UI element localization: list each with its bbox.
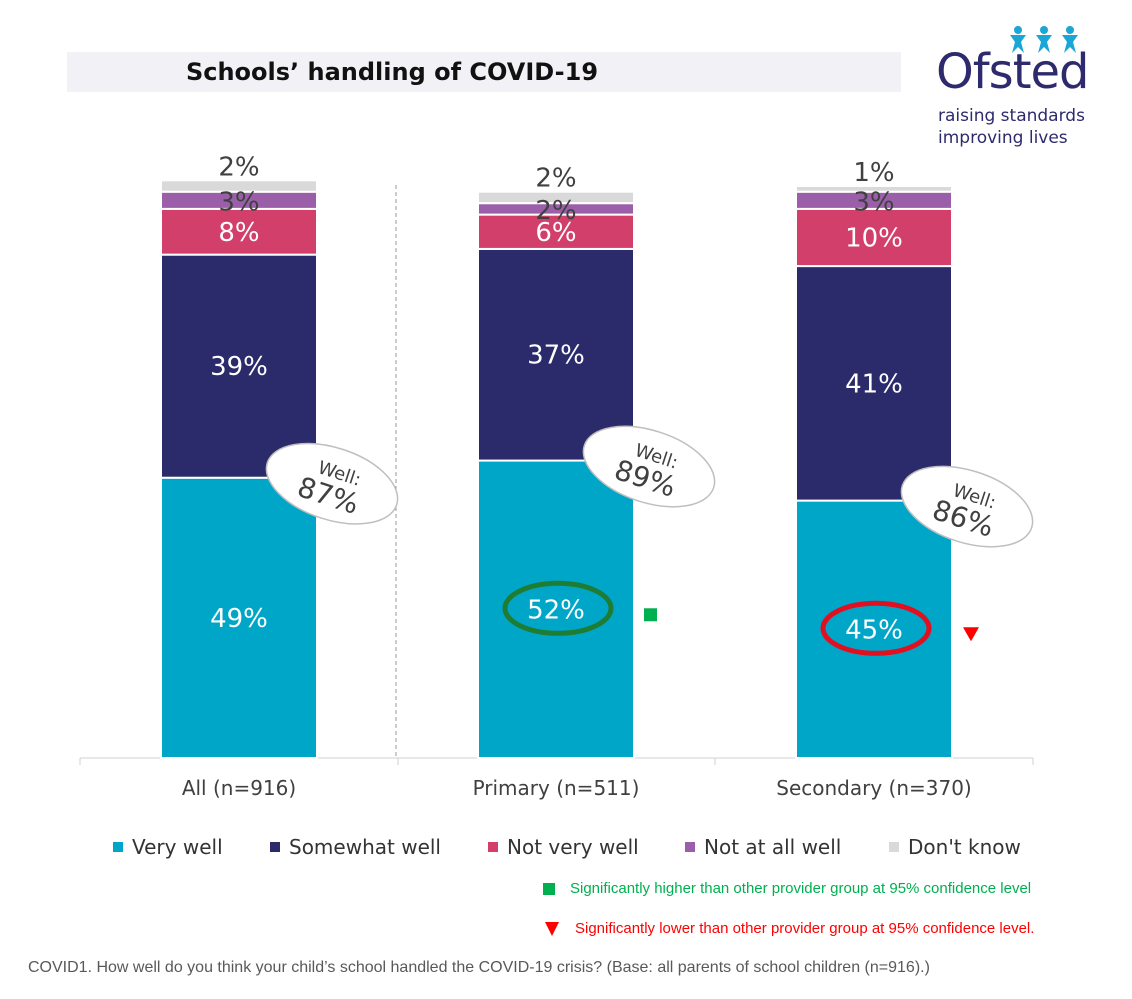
legend-swatch-0 (113, 842, 123, 852)
legend-swatch-4 (889, 842, 899, 852)
chart-title: Schools’ handling of COVID-19 (185, 58, 599, 86)
significance-lower-marker (963, 627, 979, 642)
significance-higher-text: Significantly higher than other provider… (570, 880, 1032, 897)
bar-segment-2-1 (795, 265, 953, 502)
legend-item-2: Not very well (488, 835, 639, 859)
data-label-1-1: 37% (527, 341, 585, 371)
bar-segment-1-4 (477, 190, 635, 205)
significance-higher-marker (644, 608, 657, 622)
bar-segment-1-2 (477, 213, 635, 250)
data-label-0-4: 2% (218, 152, 259, 182)
bar-segment-0-2 (160, 207, 318, 256)
logo-star-3 (1062, 26, 1078, 53)
legend-item-0: Very well (113, 835, 223, 859)
legend-label-2: Not very well (507, 835, 639, 859)
legend-label-1: Somewhat well (289, 835, 441, 859)
logo-wordmark: Ofsted (936, 44, 1090, 100)
bar-segment-1-1 (477, 247, 635, 462)
category-label-1: Primary (n=511) (473, 776, 640, 800)
significance-lower-note: Significantly lower than other provider … (545, 920, 1034, 937)
significance-higher-note: Significantly higher than other provider… (543, 880, 1031, 897)
legend-swatch-3 (685, 842, 695, 852)
highlight-ring-1 (820, 600, 932, 656)
logo-star-2 (1036, 26, 1052, 53)
title-bar: Schools’ handling of COVID-19 (67, 52, 901, 92)
legend-label-3: Not at all well (704, 835, 842, 859)
data-label-1-3: 2% (535, 196, 576, 226)
data-label-2-3: 3% (853, 187, 894, 217)
legend-item-3: Not at all well (685, 835, 841, 859)
data-label-0-1: 39% (210, 352, 268, 382)
ofsted-logo: Ofsted raising standards improving lives (930, 20, 1100, 155)
data-label-2-1: 41% (845, 369, 903, 399)
well-callout-0: Well:87% (265, 442, 399, 525)
logo-star-1 (1010, 26, 1026, 53)
legend-swatch-2 (488, 842, 498, 852)
bar-segment-0-4 (160, 179, 318, 193)
significance-lower-triangle-icon (545, 921, 559, 936)
data-label-0-3: 3% (218, 187, 259, 217)
data-label-1-0: 52% (527, 595, 585, 625)
footnote: COVID1. How well do you think your child… (28, 959, 930, 976)
well-callout-1: Well:89% (582, 425, 716, 508)
data-label-2-0: 45% (845, 615, 903, 645)
logo-tagline-2: improving lives (938, 128, 1068, 148)
data-label-2-2: 10% (845, 223, 903, 253)
legend-label-0: Very well (132, 835, 223, 859)
data-label-0-2: 8% (218, 218, 259, 248)
highlight-ring-0 (502, 580, 614, 636)
legend-swatch-1 (270, 842, 280, 852)
data-label-1-2: 6% (535, 218, 576, 248)
significance-lower-text: Significantly lower than other provider … (575, 920, 1035, 937)
category-label-0: All (n=916) (182, 776, 296, 800)
category-label-2: Secondary (n=370) (776, 776, 972, 800)
well-callout-bubble-1 (582, 425, 716, 508)
well-callout-bubble-2 (900, 465, 1034, 548)
legend-item-4: Don't know (889, 835, 1021, 859)
logo-stars-icon (1010, 26, 1078, 53)
bar-segment-0-1 (160, 253, 318, 479)
well-callout-bubble-0 (265, 442, 399, 525)
bar-segment-2-4 (795, 185, 953, 193)
legend-item-1: Somewhat well (270, 835, 441, 859)
bar-segment-2-2 (795, 207, 953, 268)
data-label-1-4: 2% (535, 164, 576, 194)
data-label-2-4: 1% (853, 158, 894, 188)
chart-legend: Very well Somewhat well Not very well Not a… (0, 835, 1132, 861)
data-label-0-0: 49% (210, 604, 268, 634)
significance-higher-square-icon (543, 882, 555, 895)
legend-label-4: Don't know (908, 835, 1021, 859)
bar-segment-0-0 (160, 476, 318, 759)
well-callout-2: Well:86% (900, 465, 1034, 548)
stacked-bar-chart: 49%39%8%3%2%All (n=916)Well:87%52%37%6%2… (79, 152, 1034, 800)
logo-tagline-1: raising standards (938, 106, 1085, 126)
